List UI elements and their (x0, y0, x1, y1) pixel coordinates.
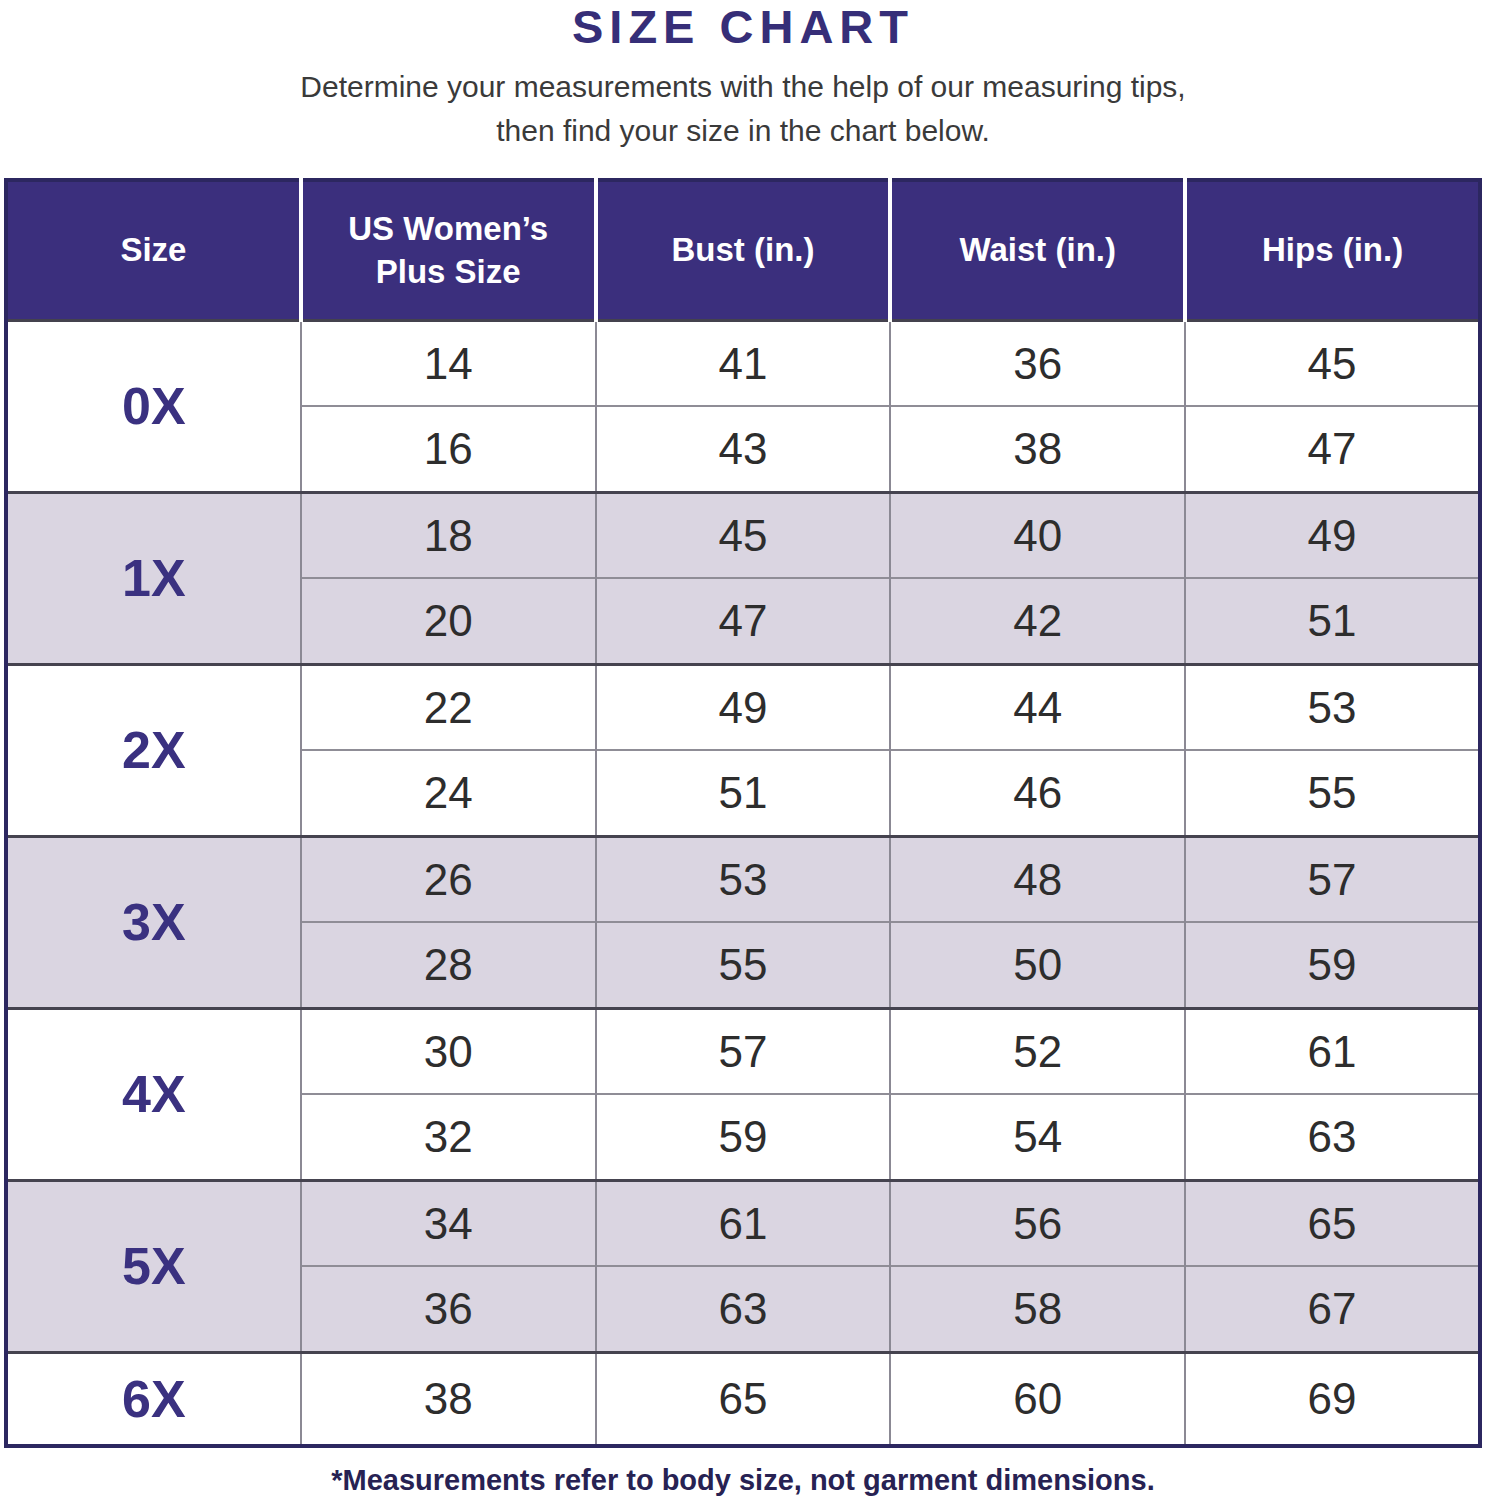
value-cell: 46 (890, 750, 1185, 836)
footnote: *Measurements refer to body size, not ga… (0, 1464, 1486, 1497)
col-header-plus-size: US Women’s Plus Size (301, 180, 596, 320)
value-cell: 44 (890, 664, 1185, 750)
table-row: 1X 18 45 40 49 (6, 492, 1480, 578)
value-cell: 67 (1185, 1266, 1480, 1352)
value-cell: 51 (596, 750, 891, 836)
value-cell: 53 (596, 836, 891, 922)
value-cell: 65 (596, 1352, 891, 1446)
value-cell: 55 (596, 922, 891, 1008)
size-label-1x: 1X (6, 492, 301, 664)
col-header-size: Size (6, 180, 301, 320)
value-cell: 38 (890, 406, 1185, 492)
table-row: 6X 38 65 60 69 (6, 1352, 1480, 1446)
value-cell: 60 (890, 1352, 1185, 1446)
value-cell: 50 (890, 922, 1185, 1008)
value-cell: 69 (1185, 1352, 1480, 1446)
value-cell: 53 (1185, 664, 1480, 750)
value-cell: 28 (301, 922, 596, 1008)
value-cell: 14 (301, 320, 596, 406)
size-chart-page: SIZE CHART Determine your measurements w… (0, 0, 1486, 1500)
value-cell: 59 (1185, 922, 1480, 1008)
table-row: 4X 30 57 52 61 (6, 1008, 1480, 1094)
value-cell: 36 (890, 320, 1185, 406)
value-cell: 59 (596, 1094, 891, 1180)
col-header-waist: Waist (in.) (890, 180, 1185, 320)
size-label-6x: 6X (6, 1352, 301, 1446)
col-header-hips: Hips (in.) (1185, 180, 1480, 320)
value-cell: 63 (1185, 1094, 1480, 1180)
value-cell: 32 (301, 1094, 596, 1180)
value-cell: 18 (301, 492, 596, 578)
size-label-2x: 2X (6, 664, 301, 836)
value-cell: 26 (301, 836, 596, 922)
subtitle-line-2: then find your size in the chart below. (0, 109, 1486, 153)
header-row: Size US Women’s Plus Size Bust (in.) Wai… (6, 180, 1480, 320)
size-label-5x: 5X (6, 1180, 301, 1352)
value-cell: 65 (1185, 1180, 1480, 1266)
value-cell: 38 (301, 1352, 596, 1446)
value-cell: 48 (890, 836, 1185, 922)
value-cell: 41 (596, 320, 891, 406)
value-cell: 57 (596, 1008, 891, 1094)
page-title: SIZE CHART (0, 2, 1486, 51)
table-row: 2X 22 49 44 53 (6, 664, 1480, 750)
value-cell: 42 (890, 578, 1185, 664)
value-cell: 57 (1185, 836, 1480, 922)
value-cell: 51 (1185, 578, 1480, 664)
size-label-3x: 3X (6, 836, 301, 1008)
value-cell: 43 (596, 406, 891, 492)
value-cell: 22 (301, 664, 596, 750)
size-label-0x: 0X (6, 320, 301, 492)
value-cell: 40 (890, 492, 1185, 578)
size-label-4x: 4X (6, 1008, 301, 1180)
value-cell: 20 (301, 578, 596, 664)
table-row: 5X 34 61 56 65 (6, 1180, 1480, 1266)
value-cell: 61 (1185, 1008, 1480, 1094)
value-cell: 56 (890, 1180, 1185, 1266)
subtitle-line-1: Determine your measurements with the hel… (0, 65, 1486, 109)
value-cell: 63 (596, 1266, 891, 1352)
size-chart-table: Size US Women’s Plus Size Bust (in.) Wai… (4, 178, 1482, 1448)
value-cell: 55 (1185, 750, 1480, 836)
table-row: 0X 14 41 36 45 (6, 320, 1480, 406)
value-cell: 34 (301, 1180, 596, 1266)
value-cell: 45 (1185, 320, 1480, 406)
value-cell: 49 (1185, 492, 1480, 578)
value-cell: 58 (890, 1266, 1185, 1352)
value-cell: 30 (301, 1008, 596, 1094)
value-cell: 52 (890, 1008, 1185, 1094)
subtitle: Determine your measurements with the hel… (0, 65, 1486, 152)
value-cell: 45 (596, 492, 891, 578)
value-cell: 16 (301, 406, 596, 492)
table-row: 3X 26 53 48 57 (6, 836, 1480, 922)
value-cell: 61 (596, 1180, 891, 1266)
value-cell: 47 (1185, 406, 1480, 492)
value-cell: 24 (301, 750, 596, 836)
value-cell: 49 (596, 664, 891, 750)
value-cell: 54 (890, 1094, 1185, 1180)
value-cell: 36 (301, 1266, 596, 1352)
col-header-bust: Bust (in.) (596, 180, 891, 320)
value-cell: 47 (596, 578, 891, 664)
